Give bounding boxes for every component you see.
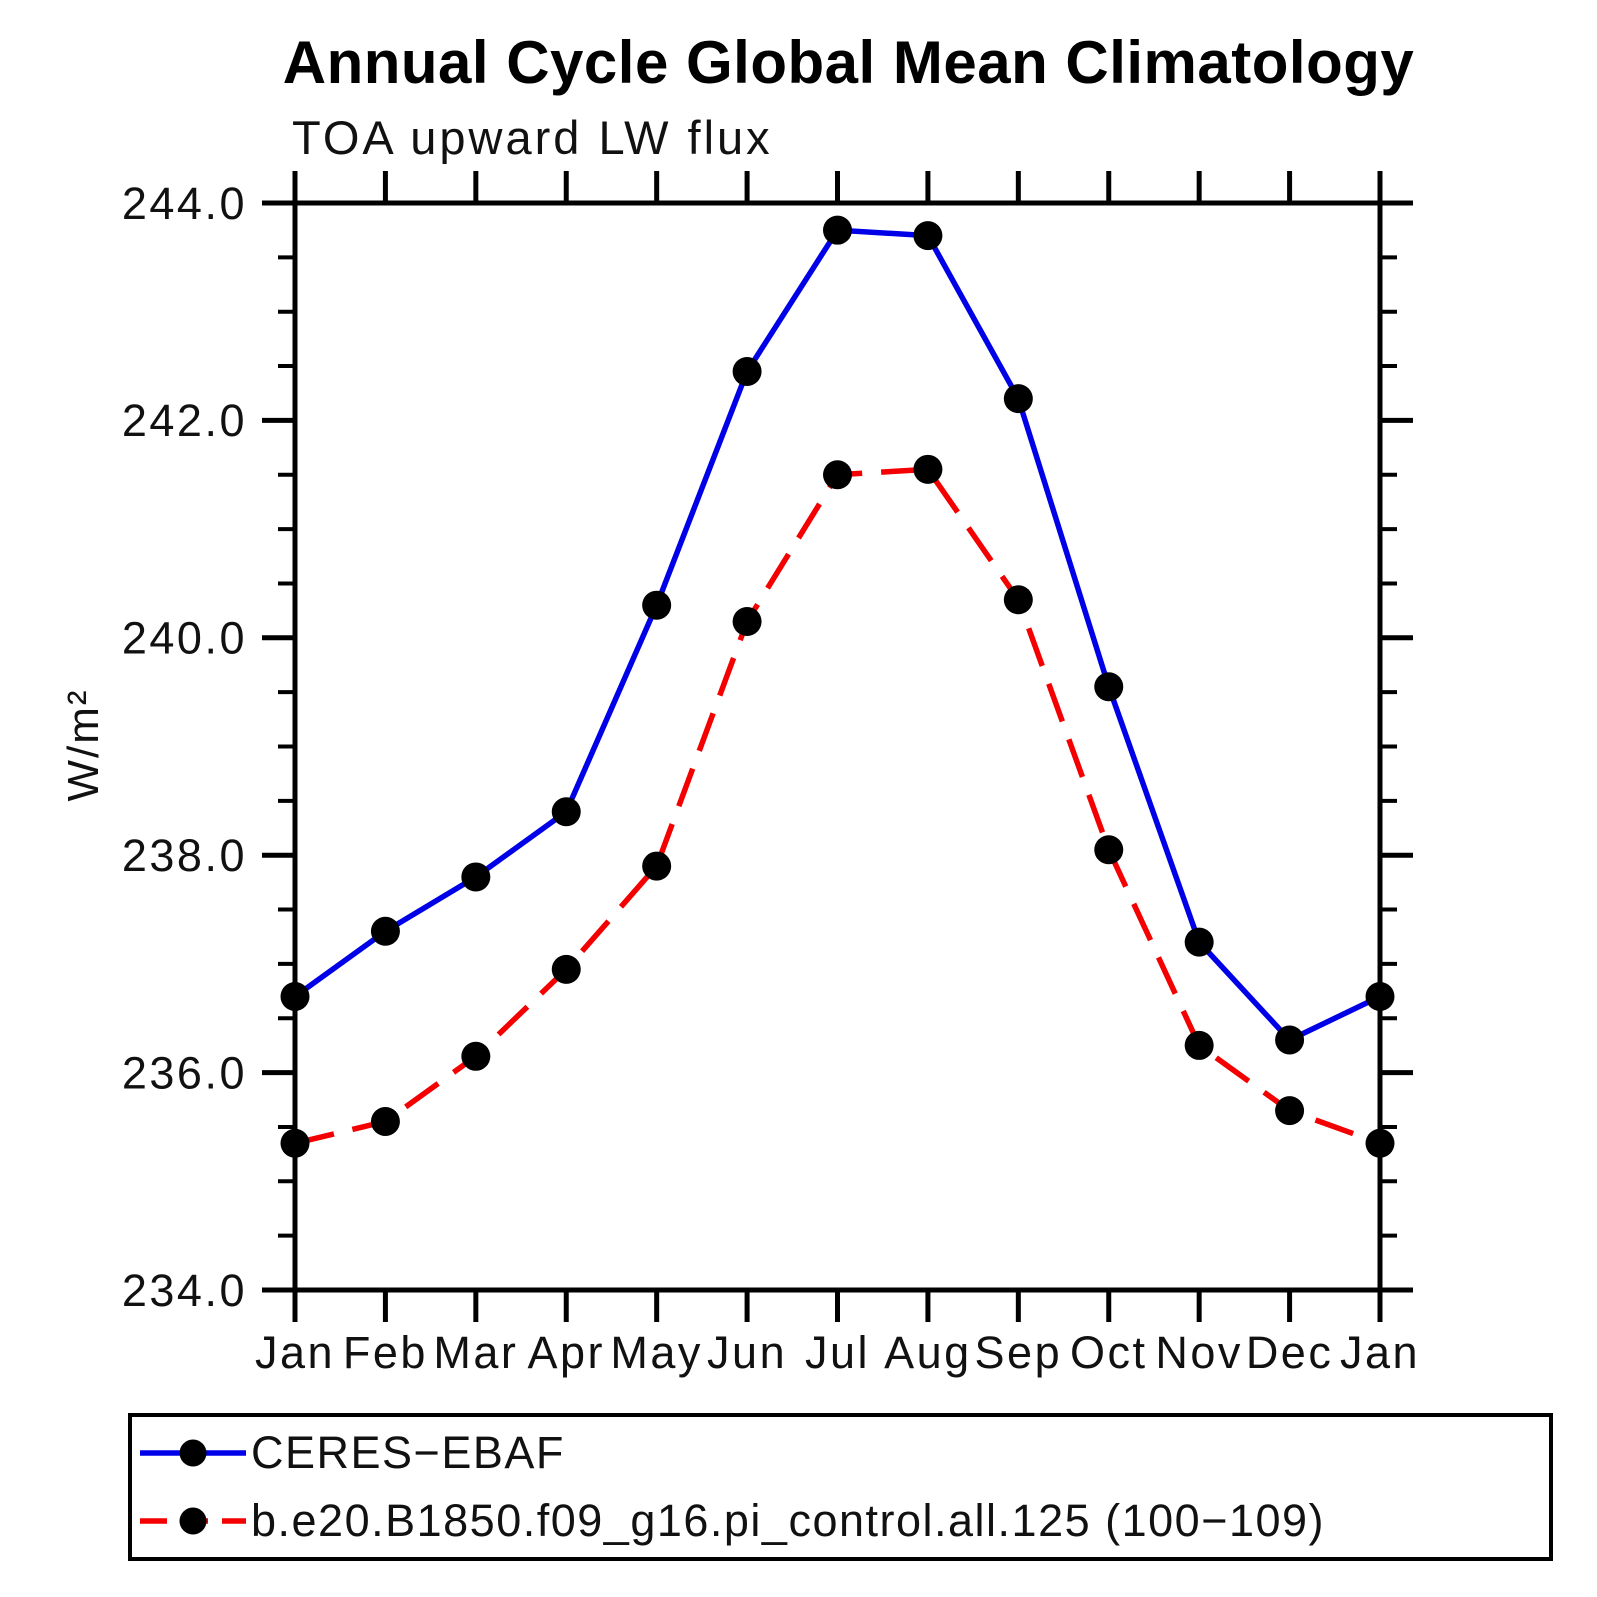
data-point-marker: [370, 916, 400, 946]
legend-row: CERES−EBAF: [137, 1422, 1549, 1484]
y-tick-label: 234.0: [122, 1265, 247, 1316]
legend-row: b.e20.B1850.f09_g16.pi_control.all.125 (…: [137, 1490, 1549, 1552]
y-tick-label: 238.0: [122, 830, 247, 881]
series-line-1: [294, 466, 1381, 1146]
legend-label: CERES−EBAF: [251, 1427, 565, 1479]
data-point-marker: [461, 862, 491, 892]
x-tick-label: Feb: [343, 1327, 428, 1378]
y-tick-label: 236.0: [122, 1047, 247, 1098]
chart-title: Annual Cycle Global Mean Climatology: [282, 29, 1415, 96]
data-point-marker: [1365, 982, 1395, 1012]
data-point-marker: [370, 1107, 400, 1137]
data-point-marker: [913, 454, 943, 484]
data-point-marker: [1365, 1128, 1395, 1158]
x-tick-label: Nov: [1155, 1327, 1243, 1378]
data-point-marker: [913, 221, 943, 251]
legend-line-sample-dashed: [140, 1507, 246, 1535]
plot-frame: [292, 200, 1383, 1293]
data-point-marker: [551, 797, 581, 827]
chart-subtitle: TOA upward LW flux: [292, 111, 773, 164]
data-point-marker: [642, 590, 672, 620]
x-tick-label: Jul: [805, 1327, 870, 1378]
x-tick-label: Jun: [707, 1327, 787, 1378]
data-point-marker: [1003, 585, 1033, 615]
data-point-marker: [1003, 384, 1033, 414]
x-tick-label: Oct: [1070, 1327, 1148, 1378]
data-point-marker: [732, 606, 762, 636]
data-point-marker: [823, 215, 852, 245]
x-tick-label: Mar: [433, 1327, 518, 1378]
legend-label: b.e20.B1850.f09_g16.pi_control.all.125 (…: [251, 1494, 1326, 1546]
x-tick-label: Sep: [975, 1327, 1063, 1378]
x-tick-label: Apr: [527, 1327, 605, 1378]
data-point-marker: [1275, 1025, 1305, 1055]
data-point-marker: [823, 460, 852, 490]
y-tick-label: 242.0: [122, 395, 247, 446]
legend-line-sample-solid: [140, 1439, 246, 1467]
data-point-marker: [461, 1041, 491, 1071]
y-tick-label: 240.0: [122, 613, 247, 664]
data-point-marker: [1094, 835, 1124, 865]
data-point-marker: [280, 982, 310, 1012]
x-tick-label: May: [610, 1327, 703, 1378]
y-tick-label: 244.0: [122, 178, 247, 229]
x-tick-label: Aug: [884, 1327, 972, 1378]
data-point-marker: [642, 851, 672, 881]
data-point-marker: [280, 1128, 310, 1158]
data-point-marker: [1275, 1096, 1305, 1126]
x-tick-label: Jan: [255, 1327, 335, 1378]
data-point-marker: [551, 954, 581, 984]
series-line-0: [293, 227, 1382, 1044]
x-tick-label: Dec: [1246, 1327, 1334, 1378]
data-point-marker: [1094, 672, 1124, 702]
legend: CERES−EBAF b.e20.B1850.f09_g16.pi_contro…: [128, 1413, 1553, 1561]
data-point-marker: [732, 356, 762, 386]
x-tick-label: Jan: [1340, 1327, 1420, 1378]
data-point-marker: [1184, 927, 1214, 957]
data-point-marker: [1184, 1030, 1214, 1060]
